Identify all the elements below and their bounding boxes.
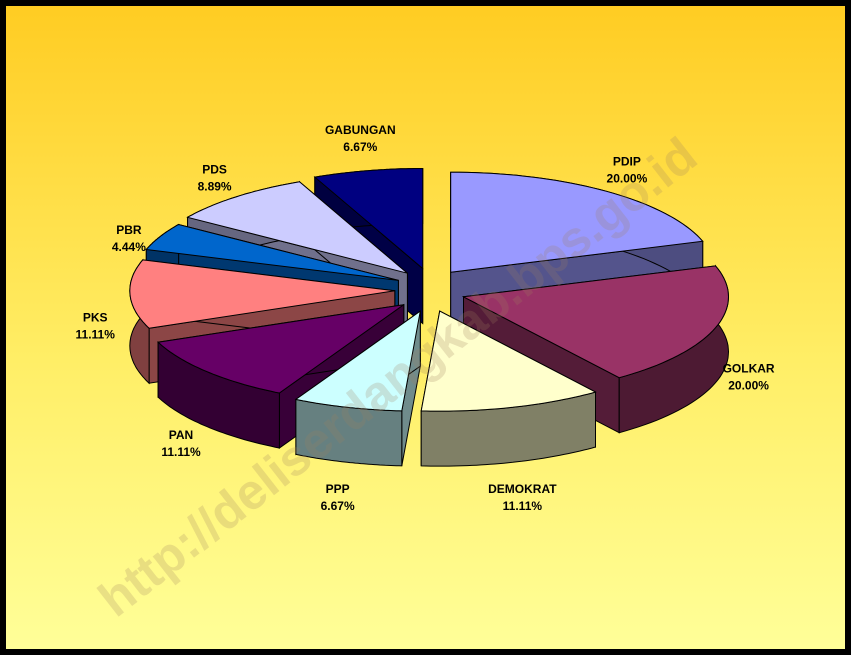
slice (156, 304, 405, 394)
slice-label: GABUNGAN (325, 123, 396, 137)
slice-label: PDS (202, 162, 227, 176)
slice-label: PPP (326, 482, 350, 496)
slice-value-label: 11.11% (503, 499, 543, 513)
slice (145, 223, 399, 281)
slice (129, 259, 395, 329)
slice (294, 309, 422, 412)
slice-value-label: 8.89% (198, 179, 232, 193)
slice-value-label: 20.00% (728, 378, 769, 392)
slice (420, 310, 597, 467)
slice (450, 171, 704, 273)
slice-label: PDIP (613, 155, 641, 169)
slice-value-label: 6.67% (321, 499, 355, 513)
slice-label: DEMOKRAT (488, 482, 557, 496)
slice-value-label: 4.44% (112, 240, 146, 254)
slice-label: GOLKAR (723, 361, 775, 375)
slice (186, 181, 408, 274)
slice (313, 168, 424, 270)
slice-value-label: 11.11% (76, 328, 116, 342)
slice-label: PBR (116, 223, 142, 237)
slice (294, 309, 422, 467)
slice-value-label: 20.00% (607, 172, 648, 186)
slice-label: PAN (169, 428, 193, 442)
slice (461, 265, 730, 379)
slice (420, 310, 597, 412)
slice-label: PKS (83, 311, 108, 325)
slice-value-label: 6.67% (343, 140, 377, 154)
slice-value-label: 11.11% (161, 445, 201, 459)
